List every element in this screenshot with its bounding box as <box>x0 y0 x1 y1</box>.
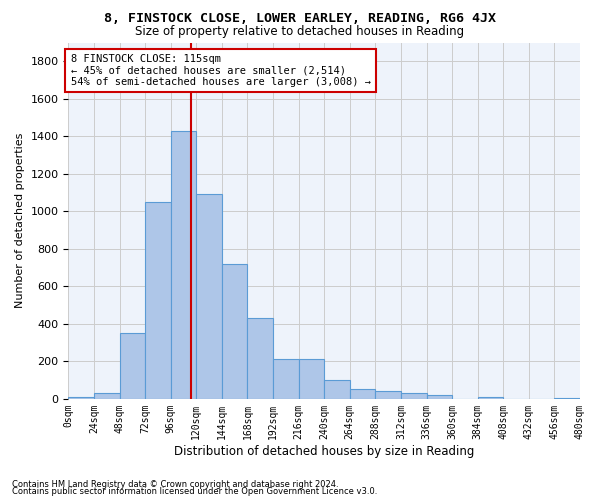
X-axis label: Distribution of detached houses by size in Reading: Distribution of detached houses by size … <box>174 444 475 458</box>
Bar <box>376 392 401 399</box>
Text: 8 FINSTOCK CLOSE: 115sqm
← 45% of detached houses are smaller (2,514)
54% of sem: 8 FINSTOCK CLOSE: 115sqm ← 45% of detach… <box>71 54 371 87</box>
Text: Contains HM Land Registry data © Crown copyright and database right 2024.: Contains HM Land Registry data © Crown c… <box>12 480 338 489</box>
Bar <box>299 358 324 399</box>
Text: Size of property relative to detached houses in Reading: Size of property relative to detached ho… <box>136 25 464 38</box>
Bar <box>171 130 196 399</box>
Y-axis label: Number of detached properties: Number of detached properties <box>15 133 25 308</box>
Bar <box>145 202 171 399</box>
Bar <box>554 398 580 399</box>
Bar <box>324 380 350 399</box>
Bar <box>68 397 94 399</box>
Bar <box>427 395 452 399</box>
Bar <box>247 318 273 399</box>
Text: Contains public sector information licensed under the Open Government Licence v3: Contains public sector information licen… <box>12 487 377 496</box>
Bar <box>478 397 503 399</box>
Bar <box>196 194 222 399</box>
Bar <box>94 393 119 399</box>
Bar <box>222 264 247 399</box>
Bar <box>401 393 427 399</box>
Bar <box>350 390 376 399</box>
Bar <box>273 358 299 399</box>
Bar <box>119 333 145 399</box>
Text: 8, FINSTOCK CLOSE, LOWER EARLEY, READING, RG6 4JX: 8, FINSTOCK CLOSE, LOWER EARLEY, READING… <box>104 12 496 26</box>
